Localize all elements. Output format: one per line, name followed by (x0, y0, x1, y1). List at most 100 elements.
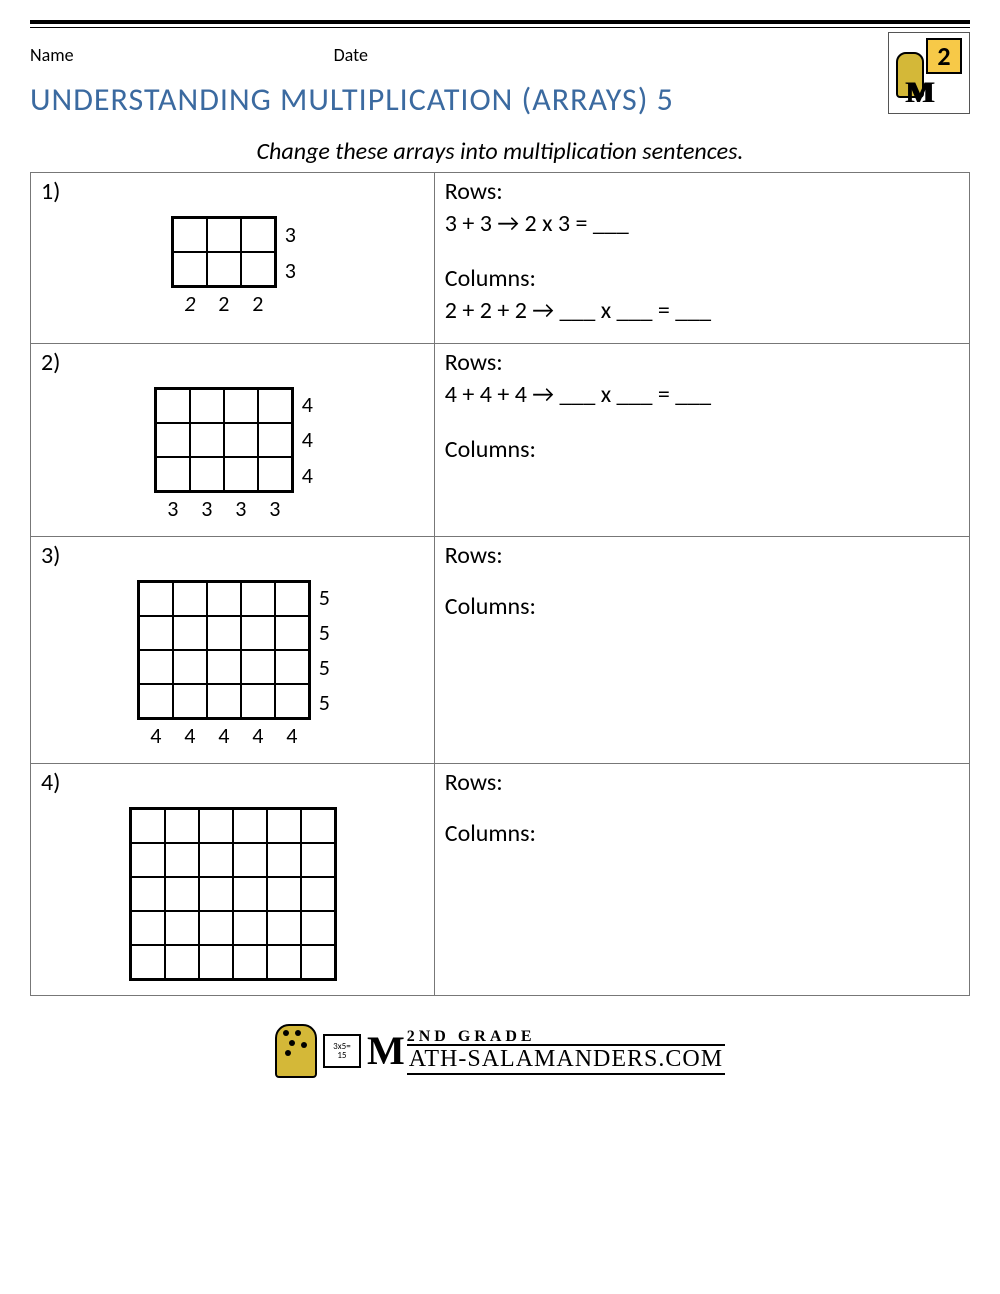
array-cell: 3)555544444 (31, 537, 435, 764)
grid-cell (165, 877, 199, 911)
row-labels: 5555 (311, 580, 330, 720)
date-label: Date (334, 44, 368, 66)
name-date-row: Name Date (30, 38, 888, 80)
columns-label: Columns: (445, 819, 961, 848)
grid-cell (199, 843, 233, 877)
grid-cell (275, 582, 309, 616)
array-wrap: 555544444 (41, 576, 426, 749)
instruction-text: Change these arrays into multiplication … (30, 129, 970, 172)
grid-cell (165, 843, 199, 877)
answer-cell: Rows:Columns: (434, 537, 969, 764)
grid-cell (267, 877, 301, 911)
col-label: 4 (139, 722, 173, 749)
array-wrap: 33222 (41, 212, 426, 317)
grid-cell (131, 877, 165, 911)
col-label: 3 (190, 495, 224, 522)
grid-cell (301, 877, 335, 911)
grid-cell (224, 457, 258, 491)
footer-card-bot: 15 (337, 1051, 346, 1060)
col-labels: 3333 (154, 493, 313, 522)
grid-cell (241, 582, 275, 616)
grid-cell (233, 911, 267, 945)
grid-cell (267, 911, 301, 945)
grid-cell (275, 616, 309, 650)
footer-brand: 3x5= 15 M 2ND GRADE ATH-SALAMANDERS.COM (275, 1024, 725, 1078)
worksheet-table: 1)33222Rows:3 + 3 → 2 x 3 = ___Columns:2… (30, 172, 970, 996)
columns-equation: 2 + 2 + 2 → ___ x ___ = ___ (445, 293, 961, 329)
row-label: 4 (302, 391, 313, 418)
columns-label: Columns: (445, 264, 961, 293)
array-grid (154, 387, 294, 493)
grid-cell (173, 684, 207, 718)
top-rule (30, 20, 970, 28)
name-label: Name (30, 44, 74, 66)
footer-card-icon: 3x5= 15 (323, 1034, 361, 1068)
grid-cell (224, 423, 258, 457)
grid-cell (173, 616, 207, 650)
grid-cell (139, 616, 173, 650)
question-number: 1) (41, 177, 60, 206)
grid-cell (173, 218, 207, 252)
grid-cell (207, 684, 241, 718)
row-label: 5 (319, 689, 330, 716)
grid-cell (241, 650, 275, 684)
array-cell: 2)4443333 (31, 344, 435, 537)
grid-cell (233, 809, 267, 843)
col-label: 4 (241, 722, 275, 749)
grid-cell (258, 389, 292, 423)
grid-cell (207, 650, 241, 684)
grid-cell (207, 616, 241, 650)
footer-m-letter: M (367, 1035, 405, 1067)
grid-cell (241, 684, 275, 718)
grid-cell (207, 218, 241, 252)
grid-cell (199, 945, 233, 979)
grid-cell (207, 252, 241, 286)
row-label: 4 (302, 426, 313, 453)
grid-cell (241, 218, 275, 252)
grid-cell (165, 945, 199, 979)
grid-cell (267, 843, 301, 877)
logo-grade-number: 2 (926, 38, 962, 74)
grid-cell (275, 650, 309, 684)
grade-logo: 2 M (888, 32, 970, 114)
col-label: 2 (241, 290, 275, 317)
row-label: 3 (285, 221, 296, 248)
grid-cell (233, 843, 267, 877)
answer-cell: Rows:3 + 3 → 2 x 3 = ___Columns:2 + 2 + … (434, 173, 969, 344)
question-number: 4) (41, 768, 60, 797)
grid-cell (224, 389, 258, 423)
grid-cell (190, 457, 224, 491)
rows-label: Rows: (445, 348, 961, 377)
grid-cell (156, 423, 190, 457)
row-label: 5 (319, 584, 330, 611)
grid-cell (199, 877, 233, 911)
row-labels: 444 (294, 387, 313, 493)
grid-cell (199, 809, 233, 843)
col-label: 4 (207, 722, 241, 749)
grid-cell (173, 252, 207, 286)
grid-cell (233, 945, 267, 979)
array-grid (171, 216, 277, 288)
rows-equation: 4 + 4 + 4 → ___ x ___ = ___ (445, 377, 961, 413)
array-grid (129, 807, 337, 981)
grid-cell (267, 809, 301, 843)
page-title: UNDERSTANDING MULTIPLICATION (ARRAYS) 5 (30, 80, 888, 129)
grid-cell (301, 945, 335, 979)
array-grid (137, 580, 311, 720)
array-wrap: 4443333 (41, 383, 426, 522)
grid-cell (173, 650, 207, 684)
grid-cell (190, 389, 224, 423)
question-number: 3) (41, 541, 60, 570)
question-row: 3)555544444Rows:Columns: (31, 537, 970, 764)
row-labels: 33 (277, 216, 296, 288)
footer-site: ATH-SALAMANDERS.COM (407, 1044, 725, 1075)
row-label: 3 (285, 257, 296, 284)
grid-cell (258, 423, 292, 457)
header: Name Date UNDERSTANDING MULTIPLICATION (… (30, 38, 970, 129)
grid-cell (139, 650, 173, 684)
grid-cell (156, 389, 190, 423)
rows-equation: 3 + 3 → 2 x 3 = ___ (445, 206, 961, 242)
question-row: 1)33222Rows:3 + 3 → 2 x 3 = ___Columns:2… (31, 173, 970, 344)
grid-cell (139, 684, 173, 718)
col-label: 3 (258, 495, 292, 522)
